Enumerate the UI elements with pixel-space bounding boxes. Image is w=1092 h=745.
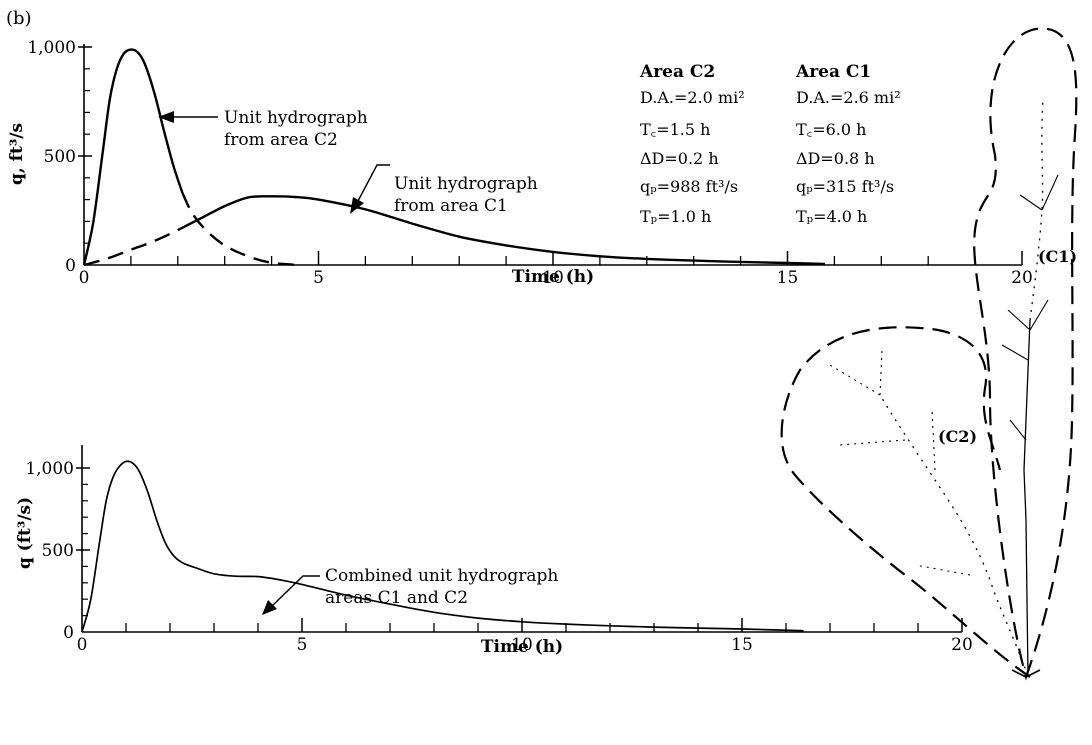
y-axis-title-bottom: q (ft³/s) xyxy=(15,497,35,569)
param-c1-title: Area C1 xyxy=(795,62,871,82)
tributaries-c2 xyxy=(829,349,971,576)
chart-top-unit-hydrographs: 0 5 10 15 20 0 500 1,000 Time (h) q, ft³/s Unit… xyxy=(7,38,1033,288)
outlet-mark xyxy=(1011,669,1041,678)
annotation-c1-arrow-line xyxy=(357,164,390,202)
series-top xyxy=(82,48,826,267)
series-line-top-1-dashed xyxy=(83,229,179,267)
param-c1-dd: ΔD=0.8 h xyxy=(796,149,875,168)
main-stream-c1 xyxy=(1023,319,1031,677)
param-c2-da: D.A.=2.0 mi² xyxy=(640,88,745,107)
annotation-c1: Unit hydrograph from area C1 xyxy=(350,164,538,216)
param-c1-da: D.A.=2.6 mi² xyxy=(796,88,901,107)
annotation-c2-arrowhead xyxy=(158,111,174,123)
x-tick-label: 15 xyxy=(777,268,799,288)
ticks-top: 0 5 10 15 20 0 500 1,000 xyxy=(27,38,1032,288)
param-c2-qp: qₚ=988 ft³/s xyxy=(640,177,738,196)
watershed-map: (C1) (C2) xyxy=(780,27,1078,681)
watershed-boundary-c1 xyxy=(973,27,1078,681)
x-tick-label: 15 xyxy=(731,635,753,655)
y-tick-label: 0 xyxy=(63,623,74,643)
x-tick-label: 0 xyxy=(79,268,90,288)
area-label-c2: (C2) xyxy=(938,427,977,446)
annotation-c2-line-2: from area C2 xyxy=(224,130,338,150)
annotation-combined-line-2: areas C1 and C2 xyxy=(325,588,468,608)
annotation-c2-line-1: Unit hydrograph xyxy=(224,108,368,128)
annotation-c1-line-2: from area C1 xyxy=(394,196,508,216)
series-line-top-0-solid xyxy=(82,48,184,266)
panel-label: (b) xyxy=(6,8,32,29)
y-tick-label: 0 xyxy=(65,256,76,276)
annotation-c2: Unit hydrograph from area C2 xyxy=(158,108,368,150)
param-c1-qp: qₚ=315 ft³/s xyxy=(796,177,894,196)
y-tick-label: 500 xyxy=(44,147,76,167)
series-bottom xyxy=(81,460,804,633)
annotation-c1-line-1: Unit hydrograph xyxy=(394,174,538,194)
x-tick-label: 20 xyxy=(1011,268,1033,288)
series-line-top-0-dashed xyxy=(181,192,300,267)
param-c2-dd: ΔD=0.2 h xyxy=(640,149,719,168)
x-tick-label: 10 xyxy=(511,635,533,655)
x-tick-label: 10 xyxy=(542,268,564,288)
param-c1-tc: T꜀=6.0 h xyxy=(796,120,866,139)
y-tick-label: 1,000 xyxy=(25,459,74,479)
annotation-combined-line-1: Combined unit hydrograph xyxy=(325,566,558,586)
area-label-c1: (C1) xyxy=(1038,247,1077,266)
x-tick-label: 0 xyxy=(77,635,88,655)
annotation-combined: Combined unit hydrograph areas C1 and C2 xyxy=(262,566,558,615)
tributaries-c1 xyxy=(1001,174,1059,441)
x-tick-label: 5 xyxy=(313,268,324,288)
param-c2-tp: Tₚ=1.0 h xyxy=(640,207,711,226)
param-c1-tp: Tₚ=4.0 h xyxy=(796,207,867,226)
x-axis-title-bottom: Time (h) xyxy=(481,637,563,657)
annotation-combined-arrowhead xyxy=(262,600,277,615)
x-axis-title-top: Time (h) xyxy=(512,267,594,287)
annotation-combined-arrow-line xyxy=(271,575,320,607)
series-line-top-1-solid xyxy=(177,195,826,266)
annotation-c1-arrowhead xyxy=(350,197,364,214)
param-c2-tc: T꜀=1.5 h xyxy=(640,120,710,139)
chart-bottom-combined-hydrograph: 0 5 10 15 20 0 500 1,000 Time (h) q (ft³/s) Com… xyxy=(15,445,973,657)
x-tick-label: 5 xyxy=(297,635,308,655)
param-c2-title: Area C2 xyxy=(639,62,715,82)
y-tick-label: 500 xyxy=(42,541,74,561)
y-axis-title-top: q, ft³/s xyxy=(7,123,27,185)
y-tick-label: 1,000 xyxy=(27,38,76,58)
parameters-c1: Area C1 D.A.=2.6 mi² T꜀=6.0 h ΔD=0.8 h q… xyxy=(795,62,901,226)
parameters-c2: Area C2 D.A.=2.0 mi² T꜀=1.5 h ΔD=0.2 h q… xyxy=(639,62,745,226)
series-line-bottom-0-solid xyxy=(81,460,804,633)
ticks-bottom: 0 5 10 15 20 0 500 1,000 xyxy=(25,459,972,655)
x-tick-label: 20 xyxy=(951,635,973,655)
watershed-boundary-c2 xyxy=(780,326,1031,678)
